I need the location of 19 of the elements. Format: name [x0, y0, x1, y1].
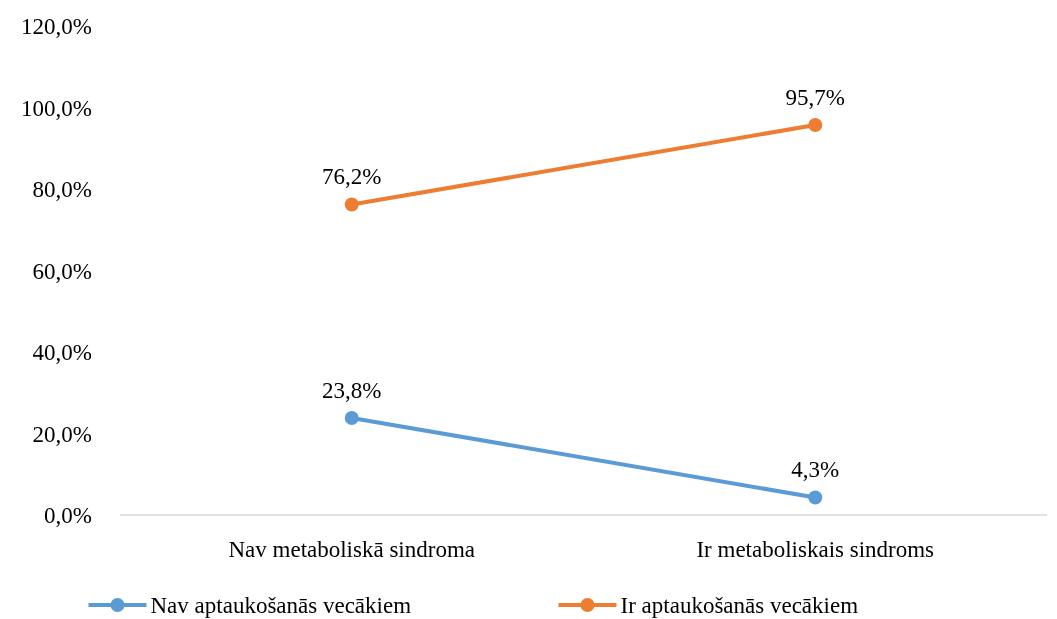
y-tick-label: 40,0% [32, 340, 92, 366]
x-tick-label: Ir metaboliskais sindroms [696, 537, 935, 562]
data-label: 95,7% [785, 85, 845, 111]
y-tick-label: 80,0% [32, 177, 92, 203]
data-label: 76,2% [322, 164, 382, 190]
data-label: 23,8% [322, 378, 382, 404]
y-tick-label: 60,0% [32, 258, 92, 284]
point [344, 197, 359, 212]
legend-label: Nav aptaukošanās vecākiem [150, 593, 412, 619]
x-tick-label: Nav metaboliskā sindroma [228, 537, 476, 562]
y-tick-label: 20,0% [32, 421, 92, 447]
legend-label: Ir aptaukošanās vecākiem [620, 593, 859, 619]
point [808, 490, 823, 505]
y-tick-label: 120,0% [21, 14, 92, 40]
y-tick-label: 0,0% [44, 503, 92, 529]
data-label: 4,3% [791, 457, 840, 483]
point [808, 118, 823, 133]
point [344, 411, 359, 426]
y-tick-label: 100,0% [21, 95, 92, 121]
